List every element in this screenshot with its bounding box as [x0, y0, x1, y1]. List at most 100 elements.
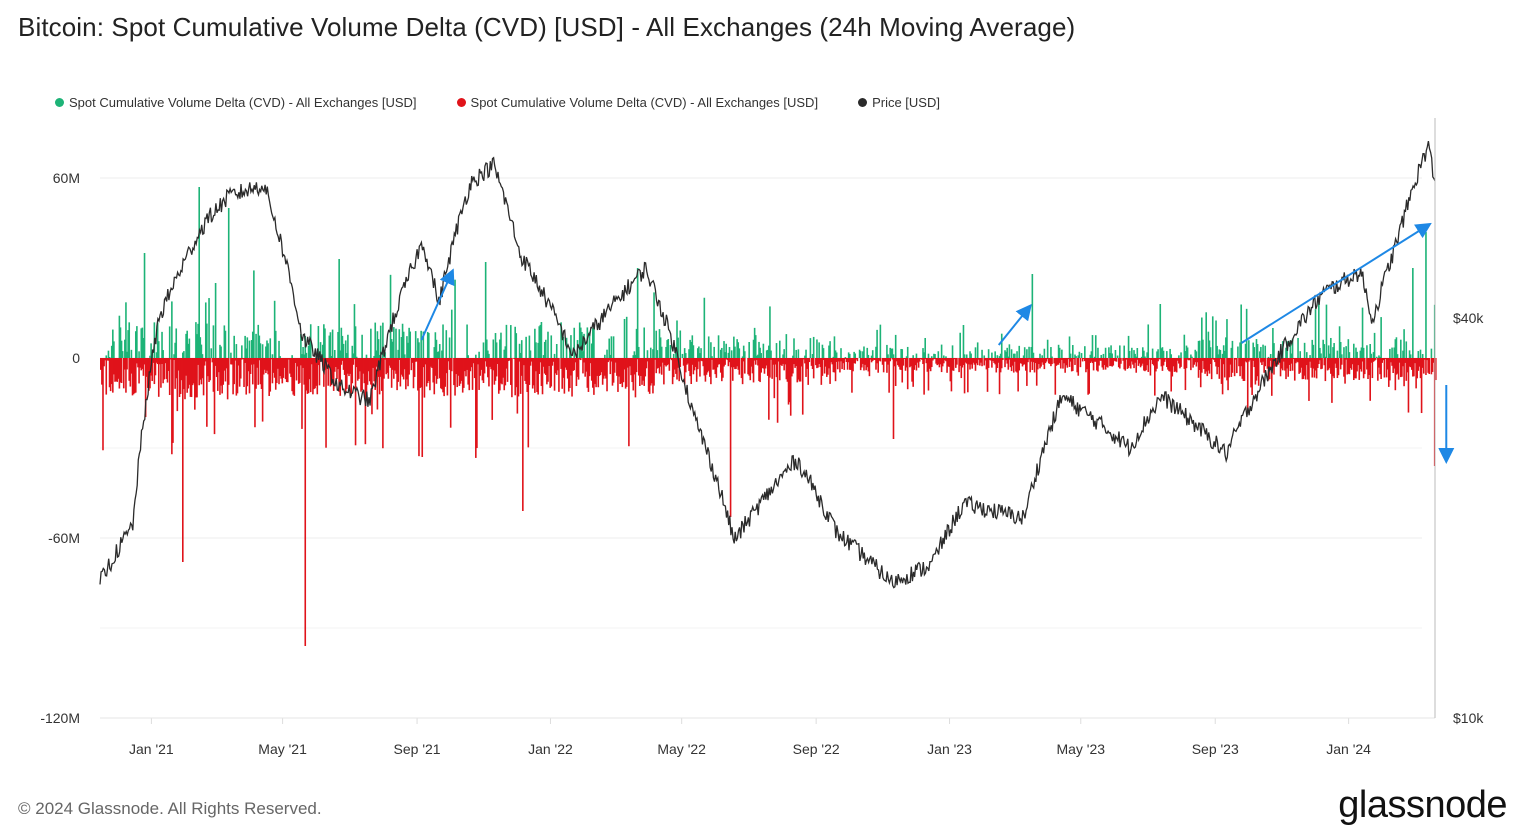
cvd-bar-positive — [1323, 344, 1326, 358]
cvd-bar-negative — [434, 358, 437, 376]
cvd-bar-negative — [1419, 358, 1422, 379]
cvd-bar-positive — [199, 337, 202, 358]
cvd-bar-negative — [748, 358, 750, 376]
cvd-bar-positive — [1201, 317, 1203, 358]
cvd-bar-positive — [1093, 356, 1096, 358]
cvd-bar-positive — [1090, 351, 1093, 358]
cvd-bar-negative — [411, 358, 414, 363]
cvd-bar-positive — [1328, 353, 1331, 358]
cvd-bar-negative — [935, 358, 937, 364]
cvd-bar-positive — [633, 351, 636, 358]
cvd-bar-negative — [113, 358, 115, 375]
cvd-bar-negative — [103, 358, 105, 367]
cvd-bar-positive — [1151, 348, 1154, 358]
cvd-bar-positive — [136, 326, 138, 358]
cvd-bar-negative — [1346, 358, 1349, 375]
cvd-bar-negative — [443, 358, 445, 397]
cvd-bar-negative — [159, 358, 161, 365]
cvd-bar-negative — [1098, 358, 1100, 366]
cvd-bar-negative — [1125, 358, 1128, 360]
cvd-bar-negative — [887, 358, 889, 365]
cvd-bar-negative — [682, 358, 685, 366]
cvd-bar-positive — [195, 322, 197, 358]
cvd-bar-negative — [1391, 358, 1393, 366]
cvd-bar-negative — [828, 358, 830, 369]
cvd-bar-negative — [633, 358, 636, 375]
cvd-bar-negative — [478, 358, 480, 390]
cvd-bar-negative — [1012, 358, 1015, 373]
cvd-bar-negative — [1432, 358, 1435, 363]
cvd-bar-positive — [828, 345, 830, 358]
cvd-bar-positive — [725, 343, 728, 358]
cvd-bar-positive — [353, 304, 356, 358]
cvd-bar-positive — [1032, 352, 1035, 358]
cvd-bar-negative — [1096, 358, 1098, 371]
cvd-bar-negative — [202, 358, 205, 396]
cvd-bar-negative — [622, 358, 625, 383]
cvd-bar-negative — [1319, 358, 1321, 361]
cvd-bar-positive — [331, 329, 334, 358]
cvd-bar-negative — [1144, 358, 1146, 372]
cvd-bar-negative — [390, 358, 393, 388]
cvd-bar-negative — [1245, 358, 1248, 363]
cvd-bar-positive — [126, 351, 128, 358]
legend-item-cvd-negative[interactable]: Spot Cumulative Volume Delta (CVD) - All… — [456, 95, 818, 110]
cvd-bar-negative — [927, 358, 930, 391]
cvd-bar-positive — [1028, 346, 1030, 358]
cvd-bar-negative — [883, 358, 886, 362]
cvd-bar-negative — [1120, 358, 1122, 364]
cvd-bar-positive — [543, 341, 546, 358]
cvd-bar-negative — [699, 358, 701, 377]
cvd-bar-negative — [372, 358, 374, 368]
cvd-bar-negative — [448, 358, 451, 370]
cvd-bar-negative — [349, 358, 351, 374]
cvd-bar-positive — [581, 331, 583, 358]
cvd-bar-negative — [1231, 358, 1234, 373]
cvd-bar-positive — [934, 354, 936, 358]
legend-item-price[interactable]: Price [USD] — [858, 95, 940, 110]
cvd-bar-negative — [789, 358, 792, 416]
cvd-bar-positive — [818, 342, 820, 358]
cvd-bar-positive — [562, 336, 565, 358]
cvd-bar-positive — [1356, 351, 1358, 358]
cvd-bar-negative — [1220, 358, 1223, 384]
cvd-bar-negative — [838, 358, 840, 362]
cvd-bar-negative — [794, 358, 796, 368]
cvd-bar-positive — [1223, 350, 1226, 358]
cvd-bar-positive — [520, 340, 523, 358]
cvd-bar-negative — [286, 358, 289, 383]
cvd-bar-negative — [292, 358, 295, 395]
cvd-bar-positive — [271, 354, 274, 358]
cvd-bar-negative — [535, 358, 537, 372]
cvd-bar-negative — [418, 358, 420, 457]
cvd-bar-negative — [899, 358, 901, 370]
cvd-bar-negative — [325, 358, 327, 448]
cvd-bar-negative — [1283, 358, 1285, 362]
cvd-bar-negative — [1332, 358, 1334, 377]
cvd-bar-positive — [269, 338, 272, 358]
cvd-bar-positive — [428, 332, 430, 358]
cvd-bar-negative — [778, 358, 781, 381]
cvd-bar-positive — [1031, 274, 1034, 358]
cvd-bar-negative — [998, 358, 1001, 395]
cvd-bar-negative — [282, 358, 285, 378]
cvd-bar-negative — [432, 358, 434, 383]
cvd-bar-negative — [900, 358, 902, 370]
cvd-bar-negative — [1350, 358, 1353, 370]
cvd-bar-negative — [877, 358, 879, 373]
legend-item-cvd-positive[interactable]: Spot Cumulative Volume Delta (CVD) - All… — [55, 95, 417, 110]
cvd-bar-negative — [213, 358, 216, 435]
cvd-bar-positive — [653, 292, 655, 358]
cvd-bar-negative — [104, 358, 106, 361]
cvd-bar-negative — [492, 358, 495, 371]
cvd-bar-negative — [836, 358, 839, 370]
cvd-bar-negative — [526, 358, 529, 393]
cvd-bar-negative — [594, 358, 596, 384]
cvd-bar-negative — [671, 358, 674, 385]
cvd-bar-negative — [703, 358, 706, 376]
cvd-bar-negative — [1243, 358, 1246, 381]
cvd-bar-negative — [664, 358, 666, 366]
cvd-bar-positive — [588, 331, 591, 358]
cvd-bar-negative — [1383, 358, 1386, 378]
